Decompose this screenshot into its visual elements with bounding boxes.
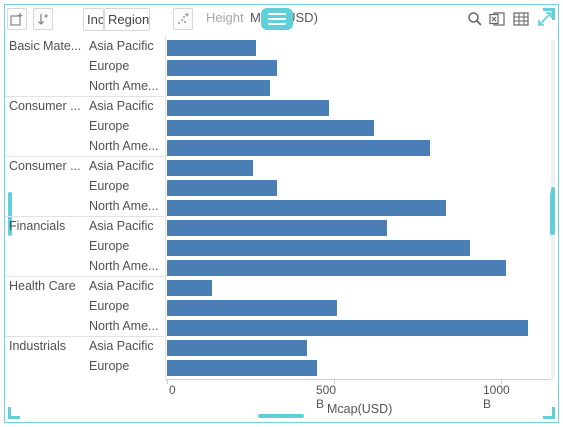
region-label: Asia Pacific: [89, 339, 154, 353]
bar[interactable]: [167, 320, 528, 336]
expand-icon[interactable]: [536, 10, 554, 28]
add-row-icon: [10, 13, 23, 26]
bar[interactable]: [167, 260, 506, 276]
bar[interactable]: [167, 220, 387, 236]
group-divider: [5, 336, 165, 337]
drag-handle-icon[interactable]: [261, 8, 293, 30]
region-label: Asia Pacific: [89, 39, 154, 53]
scatter-icon: [178, 12, 189, 24]
corner-handle-top-right[interactable]: [543, 8, 555, 20]
bar[interactable]: [167, 240, 470, 256]
region-label: Europe: [89, 239, 130, 253]
group-divider: [5, 96, 165, 97]
corner-handle-bottom-left[interactable]: [8, 407, 20, 419]
region-label: Europe: [89, 119, 130, 133]
bar[interactable]: [167, 280, 212, 296]
category-label: Financials: [9, 219, 66, 233]
region-label: Europe: [89, 299, 130, 313]
bar[interactable]: [167, 100, 329, 116]
x-tick-label: 500 B: [316, 383, 337, 411]
excel-icon[interactable]: [488, 10, 506, 28]
bar[interactable]: [167, 120, 374, 136]
region-label: North Ame...: [89, 199, 159, 213]
bar[interactable]: [167, 80, 270, 96]
chip-region[interactable]: Region: [104, 8, 150, 31]
category-label: Basic Mate...: [9, 39, 82, 53]
region-label: Europe: [89, 179, 130, 193]
scatter-button[interactable]: [173, 8, 193, 30]
region-label: North Ame...: [89, 79, 159, 93]
resize-handle-bottom[interactable]: [258, 414, 304, 418]
category-label: Health Care: [9, 279, 76, 293]
region-label: Asia Pacific: [89, 219, 154, 233]
region-label: Asia Pacific: [89, 279, 154, 293]
category-label: Consumer ...: [9, 99, 81, 113]
x-tick: [501, 379, 502, 384]
region-label: North Ame...: [89, 259, 159, 273]
search-icon[interactable]: [466, 10, 484, 28]
bar[interactable]: [167, 300, 337, 316]
x-tick-label: 1000 B: [483, 383, 510, 411]
group-divider: [5, 276, 165, 277]
bar[interactable]: [167, 140, 430, 156]
x-tick-label: 0: [169, 383, 176, 397]
category-label: Consumer ...: [9, 159, 81, 173]
bar[interactable]: [167, 180, 277, 196]
region-label: North Ame...: [89, 139, 159, 153]
group-divider: [5, 216, 165, 217]
scrollbar-thumb[interactable]: [551, 187, 555, 235]
resize-handle-left[interactable]: [8, 192, 12, 236]
x-tick: [167, 379, 168, 384]
bar[interactable]: [167, 160, 253, 176]
label-divider: [165, 36, 166, 380]
table-icon[interactable]: [512, 10, 530, 28]
x-axis-line: [166, 379, 550, 380]
bar[interactable]: [167, 40, 256, 56]
region-label: Asia Pacific: [89, 99, 154, 113]
x-axis-title: Mcap(USD): [327, 402, 393, 416]
sort-icon: [38, 14, 48, 25]
region-label: Asia Pacific: [89, 159, 154, 173]
bar[interactable]: [167, 200, 446, 216]
bar[interactable]: [167, 340, 307, 356]
add-row-button[interactable]: [7, 8, 27, 30]
bar[interactable]: [167, 60, 277, 76]
region-label: Europe: [89, 59, 130, 73]
corner-handle-bottom-right[interactable]: [543, 407, 555, 419]
sort-button[interactable]: [33, 8, 53, 30]
x-tick: [334, 379, 335, 384]
panel-toolbar: Inc Region Height Mcap(USD): [0, 4, 563, 31]
region-label: Europe: [89, 359, 130, 373]
group-divider: [5, 156, 165, 157]
bar[interactable]: [167, 360, 317, 376]
category-label: Industrials: [9, 339, 66, 353]
chip-inc[interactable]: Inc: [83, 8, 104, 31]
region-label: North Ame...: [89, 319, 159, 333]
height-label: Height: [206, 10, 244, 25]
